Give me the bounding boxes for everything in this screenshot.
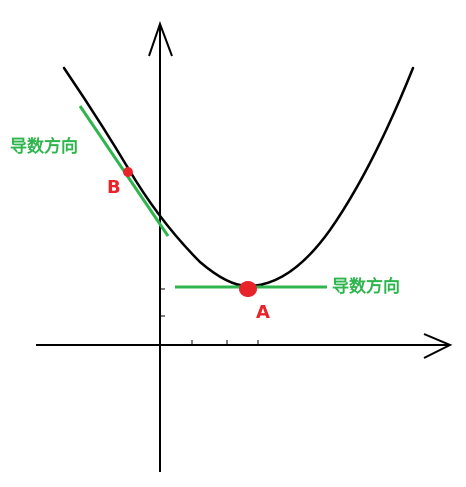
point-a-marker — [239, 281, 257, 297]
point-b-label: B — [107, 177, 121, 198]
curve — [62, 66, 415, 288]
axes — [36, 21, 453, 472]
x-axis-arrowhead-icon — [423, 333, 453, 359]
point-a-label: A — [256, 302, 270, 323]
point-b-marker — [123, 167, 133, 177]
tangent-label-right: 导数方向 — [332, 276, 400, 297]
y-axis-arrowhead-icon — [148, 21, 173, 57]
tangent-label-left: 导数方向 — [10, 136, 78, 157]
